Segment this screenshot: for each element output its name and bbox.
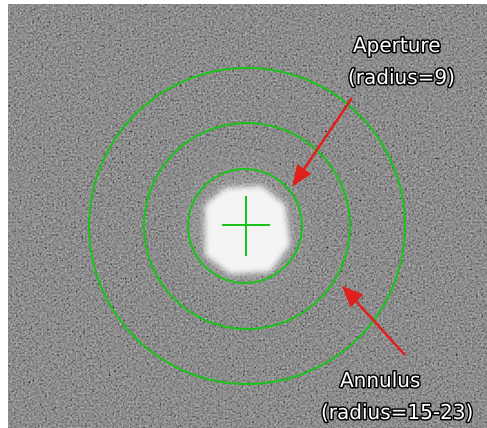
- aperture-arrowhead: [292, 163, 312, 187]
- aperture-circle: [187, 168, 303, 284]
- aperture-arrow: [300, 97, 354, 173]
- annulus-detail: (radius=15-23): [321, 400, 473, 424]
- annulus-arrow: [352, 297, 406, 356]
- annulus-outer-circle: [88, 67, 406, 385]
- aperture-title: Aperture: [353, 33, 441, 57]
- annulus-inner-circle: [143, 122, 351, 330]
- arrows: [292, 97, 406, 356]
- aperture-detail: (radius=9): [348, 65, 455, 89]
- annulus-arrowhead: [341, 285, 364, 308]
- annulus-title: Annulus: [340, 368, 420, 392]
- star-core: [205, 186, 290, 274]
- apertures: [88, 67, 406, 385]
